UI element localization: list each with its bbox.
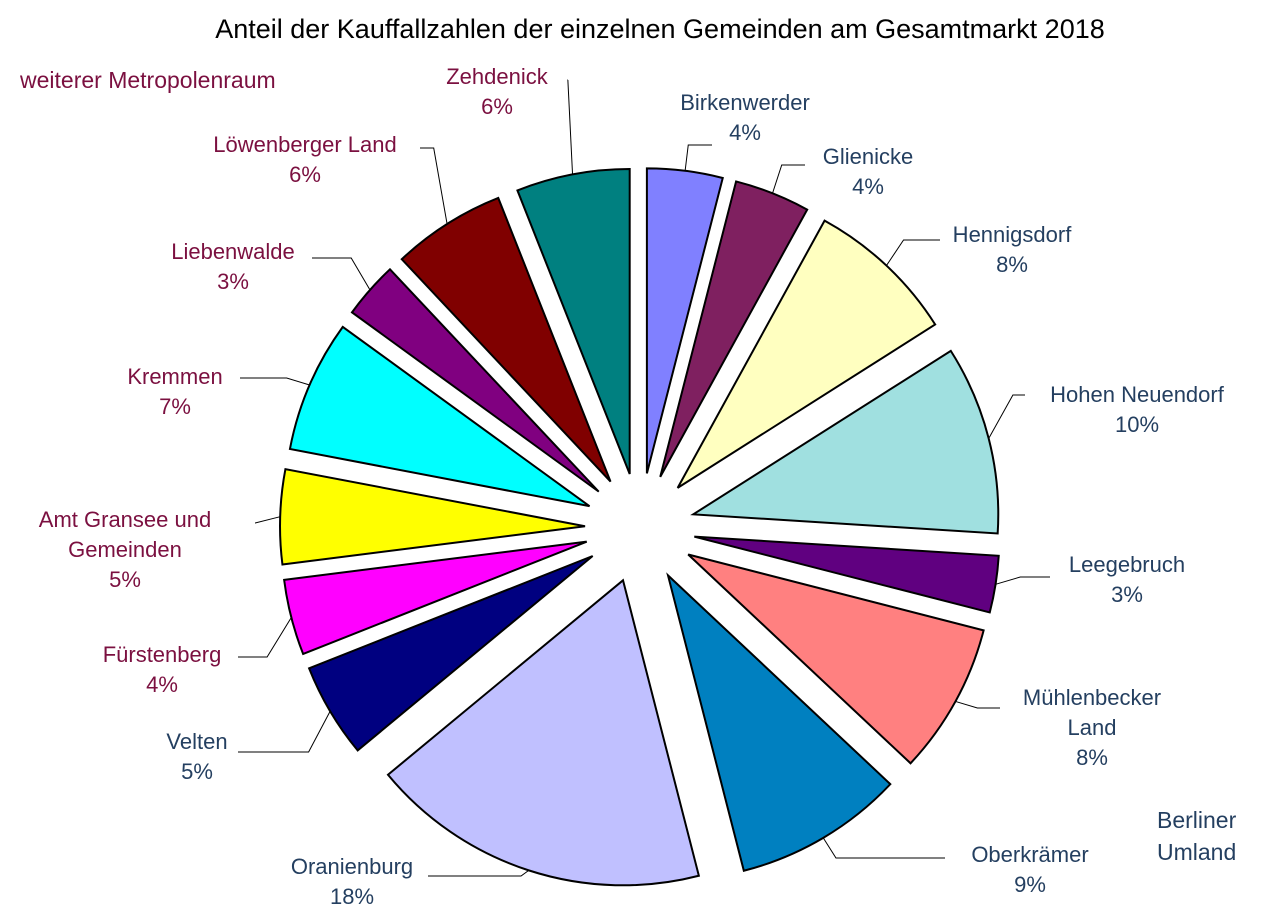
value-label: 18%	[329, 884, 375, 909]
data-label: Hennigsdorf 8%	[953, 220, 1072, 280]
leader-line	[420, 147, 448, 225]
category-label: Leegebruch	[1068, 552, 1186, 577]
leader-line	[240, 377, 310, 386]
data-label: Velten 5%	[166, 727, 227, 787]
pie-slice	[386, 578, 701, 887]
pie-slice	[279, 467, 586, 566]
category-label: Hohen Neuendorf	[1050, 382, 1224, 407]
value-label: 6%	[481, 94, 513, 119]
value-label: 4%	[146, 672, 178, 697]
pie-slice	[400, 196, 612, 483]
leader-line	[238, 711, 331, 753]
value-label: 4%	[852, 174, 884, 199]
pie-slice	[690, 349, 1000, 535]
category-label: Löwenberger Land	[213, 132, 397, 157]
leader-line	[772, 164, 805, 194]
leader-line	[988, 394, 1025, 439]
value-label: 9%	[1014, 872, 1046, 897]
data-label: Amt Gransee und Gemeinden 5%	[0, 505, 250, 595]
data-label: Oberkrämer 9%	[971, 840, 1088, 900]
leader-line	[312, 257, 371, 291]
category-label: Oranienburg	[290, 854, 414, 879]
data-label: Glienicke 4%	[823, 142, 913, 202]
category-label: Fürstenberg	[102, 642, 222, 667]
category-label: Birkenwerder	[680, 90, 810, 115]
pie-slice	[307, 555, 594, 752]
category-label: Oberkrämer	[971, 842, 1089, 867]
leader-line	[822, 837, 945, 859]
category-label: Hennigsdorf	[952, 222, 1072, 247]
value-label: 3%	[217, 269, 249, 294]
data-label: Kremmen 7%	[127, 362, 222, 422]
category-label: Liebenwalde	[171, 239, 295, 264]
category-label: Mühlenbecker Land	[1022, 685, 1162, 740]
pie-slice	[687, 553, 985, 765]
data-label: Zehdenick 6%	[446, 62, 548, 122]
data-label: Mühlenbecker Land 8%	[1012, 683, 1172, 773]
category-label: Glienicke	[822, 144, 914, 169]
value-label: 4%	[729, 120, 761, 145]
value-label: 6%	[289, 162, 321, 187]
annotation: weiterer Metropolenraum	[20, 67, 276, 93]
category-label: Kremmen	[127, 364, 223, 389]
value-label: 8%	[1076, 745, 1108, 770]
leader-line	[955, 700, 1000, 709]
data-label: Oranienburg 18%	[291, 852, 413, 912]
leader-line	[567, 79, 574, 175]
value-label: 5%	[109, 567, 141, 592]
data-label: Liebenwalde 3%	[171, 237, 295, 297]
data-label: Fürstenberg 4%	[103, 640, 222, 700]
category-label: Velten	[166, 729, 228, 754]
leader-line	[886, 239, 940, 266]
data-label: Leegebruch 3%	[1069, 550, 1185, 610]
data-label: Löwenberger Land 6%	[213, 130, 396, 190]
category-label: Zehdenick	[446, 64, 548, 89]
leader-line	[428, 869, 530, 877]
data-label: Birkenwerder 4%	[680, 88, 810, 148]
leader-line	[255, 516, 281, 524]
leader-line	[995, 576, 1050, 585]
pie-slice	[645, 167, 724, 474]
data-label: Hohen Neuendorf 10%	[1050, 380, 1224, 440]
category-label: Amt Gransee und Gemeinden	[38, 507, 212, 562]
chart-title: Anteil der Kauffallzahlen der einzelnen …	[215, 14, 1105, 44]
pie-slice	[676, 219, 937, 489]
value-label: 3%	[1111, 582, 1143, 607]
value-label: 8%	[996, 252, 1028, 277]
leader-line	[684, 144, 712, 171]
value-label: 7%	[159, 394, 191, 419]
value-label: 5%	[181, 759, 213, 784]
annotation: Berliner Umland	[1157, 807, 1237, 865]
value-label: 10%	[1114, 412, 1160, 437]
leader-line	[238, 617, 292, 658]
